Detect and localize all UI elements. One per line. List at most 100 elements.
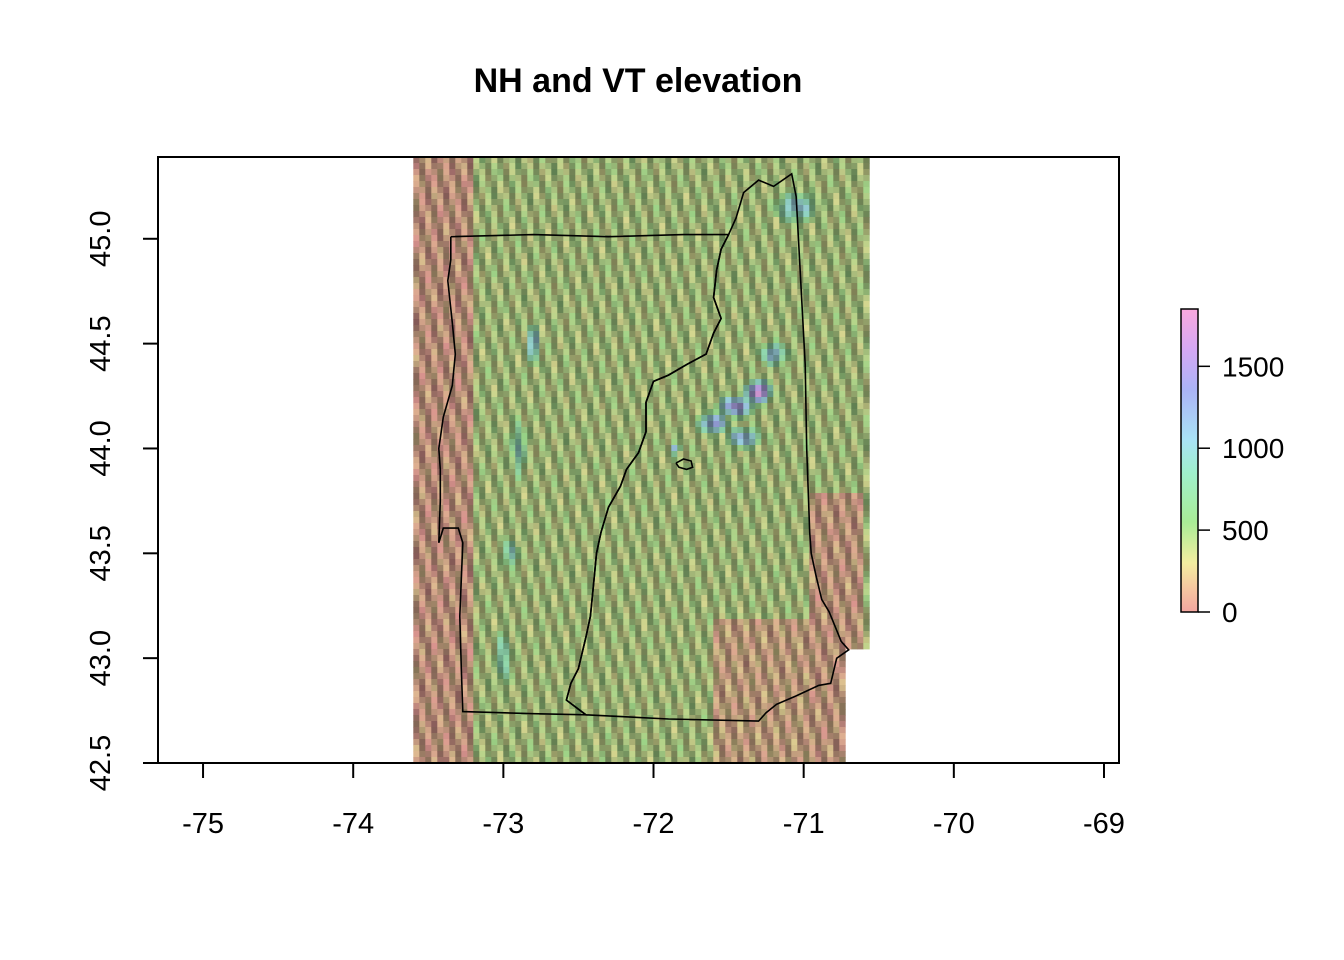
raster-cell [419,277,426,284]
raster-cell [683,607,690,614]
raster-cell [575,277,582,284]
raster-cell [611,745,618,752]
raster-cell [485,655,492,662]
raster-cell [515,157,522,164]
raster-cell [617,685,624,692]
raster-cell [665,595,672,602]
raster-cell [431,745,438,752]
raster-cell [449,355,456,362]
raster-cell [467,613,474,620]
raster-cell [497,487,504,494]
raster-cell [425,307,432,314]
raster-cell [455,415,462,422]
raster-cell [509,559,516,566]
raster-cell [695,187,702,194]
raster-cell [485,697,492,704]
raster-cell [599,571,606,578]
raster-cell [677,529,684,536]
raster-cell [425,373,432,380]
raster-cell [515,265,522,272]
raster-cell [587,289,594,296]
raster-cell [455,361,462,368]
raster-cell [515,673,522,680]
raster-cell [449,361,456,368]
raster-cell [653,751,660,758]
raster-cell [449,427,456,434]
raster-cell [563,307,570,314]
raster-cell [425,319,432,326]
raster-cell [599,739,606,746]
raster-cell [503,409,510,416]
raster-cell [563,511,570,518]
raster-cell [617,535,624,542]
raster-cell [647,349,654,356]
raster-cell [701,463,708,470]
raster-cell [695,643,702,650]
raster-cell [605,487,612,494]
raster-cell [551,307,558,314]
raster-cell [479,523,486,530]
raster-cell [485,193,492,200]
raster-cell [419,577,426,584]
raster-cell [599,253,606,260]
raster-cell [419,535,426,542]
raster-cell [515,469,522,476]
raster-cell [443,703,450,710]
raster-cell [503,235,510,242]
raster-cell [569,727,576,734]
raster-cell [467,301,474,308]
raster-cell [659,271,666,278]
raster-cell [461,157,468,164]
raster-cell [665,571,672,578]
raster-cell [707,187,714,194]
raster-cell [437,751,444,758]
raster-cell [533,205,540,212]
raster-cell [707,211,714,218]
raster-cell [497,355,504,362]
raster-cell [461,427,468,434]
raster-cell [659,181,666,188]
raster-cell [431,703,438,710]
raster-cell [419,181,426,188]
raster-cell [581,697,588,704]
raster-cell [527,751,534,758]
raster-cell [461,313,468,320]
raster-cell [455,673,462,680]
raster-cell [509,403,516,410]
raster-cell [539,439,546,446]
raster-cell [641,427,648,434]
raster-cell [683,745,690,752]
raster-cell [455,649,462,656]
raster-cell [611,271,618,278]
raster-cell [515,709,522,716]
raster-cell [473,487,480,494]
raster-cell [623,415,630,422]
raster-cell [665,319,672,326]
raster-cell [491,337,498,344]
raster-cell [503,541,510,548]
raster-cell [485,499,492,506]
raster-cell [665,331,672,338]
raster-cell [545,337,552,344]
raster-cell [515,349,522,356]
raster-cell [593,679,600,686]
raster-cell [437,247,444,254]
raster-cell [617,451,624,458]
raster-cell [413,661,420,668]
raster-cell [539,559,546,566]
raster-cell [635,559,642,566]
raster-cell [479,241,486,248]
raster-cell [605,673,612,680]
raster-cell [587,529,594,536]
raster-cell [521,319,528,326]
raster-cell [581,235,588,242]
raster-cell [653,283,660,290]
raster-cell [563,211,570,218]
raster-cell [635,319,642,326]
raster-cell [503,523,510,530]
raster-cell [575,253,582,260]
raster-cell [425,271,432,278]
raster-cell [425,457,432,464]
raster-cell [701,499,708,506]
raster-cell [515,511,522,518]
